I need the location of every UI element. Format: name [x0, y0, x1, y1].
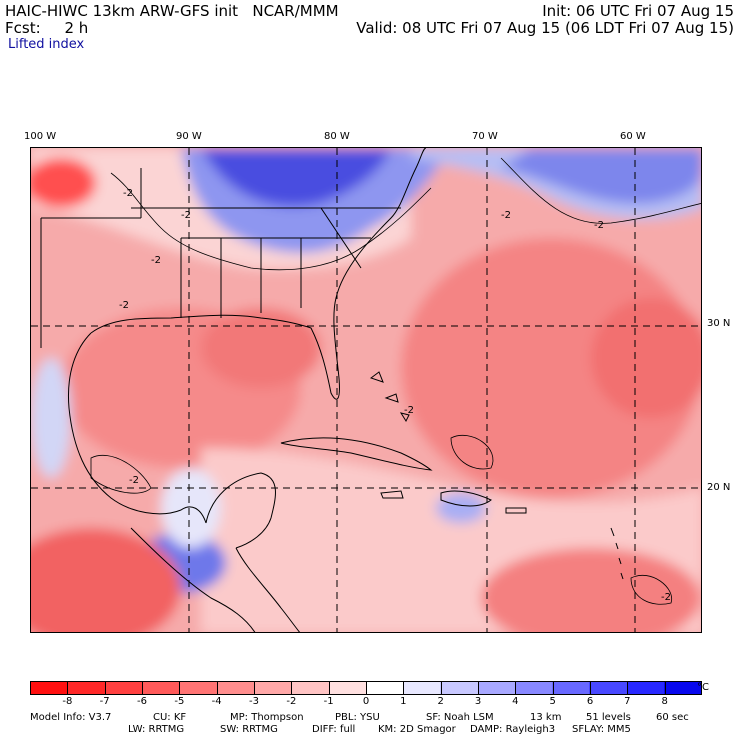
- colorbar-swatch: [365, 682, 404, 694]
- lon-label-60w: 60 W: [620, 131, 646, 142]
- colorbar-swatch: [179, 682, 218, 694]
- microphysics-scheme: MP: Thompson: [230, 712, 304, 723]
- colorbar-tick-mark: [403, 681, 405, 695]
- colorbar-swatch: [217, 682, 255, 694]
- colorbar-swatch: [403, 682, 441, 694]
- colorbar-tick-label: -4: [211, 696, 222, 707]
- colorbar-tick-mark: [664, 681, 666, 695]
- colorbar-tick-label: -8: [62, 696, 73, 707]
- lat-label-30n: 30 N: [707, 318, 731, 329]
- colorbar-swatch: [626, 682, 664, 694]
- colorbar-tick-mark: [478, 681, 479, 695]
- colorbar-swatch: [477, 682, 515, 694]
- colorbar-swatch: [291, 682, 329, 694]
- colorbar-tick-mark: [142, 681, 143, 695]
- plot-title: HAIC-HIWC 13km ARW-GFS init NCAR/MMM: [5, 2, 339, 20]
- grid-spacing: 13 km: [530, 712, 562, 723]
- colorbar-tick-label: -3: [249, 696, 259, 707]
- shortwave-scheme: SW: RRTMG: [220, 724, 278, 735]
- colorbar-tick-label: 5: [549, 696, 556, 707]
- damping: DAMP: Rayleigh3: [470, 724, 556, 735]
- colorbar-tick-label: -7: [99, 696, 110, 707]
- colorbar-swatch: [552, 682, 590, 694]
- colorbar-unit: °C: [697, 682, 709, 693]
- lat-label-20n: 20 N: [707, 482, 731, 493]
- colorbar-tick-mark: [552, 681, 554, 695]
- contour-label: -2: [404, 405, 414, 416]
- colorbar-tick-label: 7: [624, 696, 631, 707]
- colorbar-swatch: [31, 682, 69, 694]
- lifted-index-map: -2 -2 -2 -2 -2 -2 -2 -2 -2: [30, 147, 702, 633]
- colorbar-tick-mark: [366, 681, 367, 695]
- colorbar-tick-mark: [104, 681, 106, 695]
- colorbar-tick-mark: [328, 681, 330, 695]
- colorbar-tick-label: -5: [174, 696, 185, 707]
- vertical-levels: 51 levels: [586, 712, 631, 723]
- colorbar-swatch: [440, 682, 478, 694]
- colorbar-tick-label: 0: [362, 696, 370, 707]
- km-option: KM: 2D Smagor: [378, 724, 456, 735]
- lon-label-90w: 90 W: [176, 131, 202, 142]
- contour-label: -2: [594, 220, 604, 231]
- colorbar-tick-mark: [440, 681, 442, 695]
- colorbar-swatch: [514, 682, 553, 694]
- colorbar-tick-label: 2: [437, 696, 444, 707]
- colorbar-tick-mark: [254, 681, 255, 695]
- colorbar-tick-label: -2: [286, 696, 297, 707]
- contour-label: -2: [501, 210, 511, 221]
- colorbar-tick-label: 6: [586, 696, 594, 707]
- contour-label: -2: [661, 592, 671, 603]
- colorbar-tick-mark: [216, 681, 218, 695]
- model-info: Model Info: V3.7: [30, 712, 112, 723]
- valid-time: Valid: 08 UTC Fri 07 Aug 15 (06 LDT Fri …: [356, 19, 734, 37]
- contour-label: -2: [119, 300, 129, 311]
- surface-scheme: SF: Noah LSM: [426, 712, 494, 723]
- colorbar-tick-mark: [291, 681, 293, 695]
- lon-label-70w: 70 W: [472, 131, 498, 142]
- colorbar-tick-mark: [515, 681, 517, 695]
- colorbar-tick-label: 3: [474, 696, 482, 707]
- colorbar-tick-label: 4: [512, 696, 519, 707]
- longwave-scheme: LW: RRTMG: [128, 724, 185, 735]
- colorbar-swatch: [254, 682, 292, 694]
- colorbar-tick-label: 1: [400, 696, 407, 707]
- cumulus-scheme: CU: KF: [153, 712, 187, 723]
- init-time: Init: 06 UTC Fri 07 Aug 15: [542, 2, 734, 20]
- colorbar-tick-label: -6: [137, 696, 147, 707]
- colorbar-swatch: [105, 682, 143, 694]
- colorbar-swatch: [663, 682, 701, 694]
- diffusion: DIFF: full: [312, 724, 356, 735]
- lon-label-80w: 80 W: [324, 131, 350, 142]
- time-step: 60 sec: [656, 712, 689, 723]
- colorbar-swatch: [328, 682, 366, 694]
- colorbar-tick-mark: [179, 681, 181, 695]
- colorbar-swatch: [68, 682, 106, 694]
- colorbar-tick-label: -1: [323, 696, 334, 707]
- colorbar-tick-mark: [590, 681, 591, 695]
- contour-label: -2: [181, 210, 191, 221]
- forecast-hour: Fcst: 2 h: [5, 19, 89, 37]
- colorbar-swatch: [142, 682, 180, 694]
- colorbar-swatch: [589, 682, 627, 694]
- pbl-scheme: PBL: YSU: [335, 712, 380, 723]
- field-name: Lifted index: [8, 37, 85, 52]
- contour-label: -2: [129, 475, 139, 486]
- colorbar-tick-mark: [627, 681, 629, 695]
- contour-label: -2: [151, 255, 161, 266]
- colorbar-tick-label: 8: [661, 696, 668, 707]
- contour-label: -2: [123, 188, 133, 199]
- colorbar-tick-mark: [67, 681, 69, 695]
- lon-label-100w: 100 W: [24, 131, 57, 142]
- surface-layer: SFLAY: MM5: [572, 724, 631, 735]
